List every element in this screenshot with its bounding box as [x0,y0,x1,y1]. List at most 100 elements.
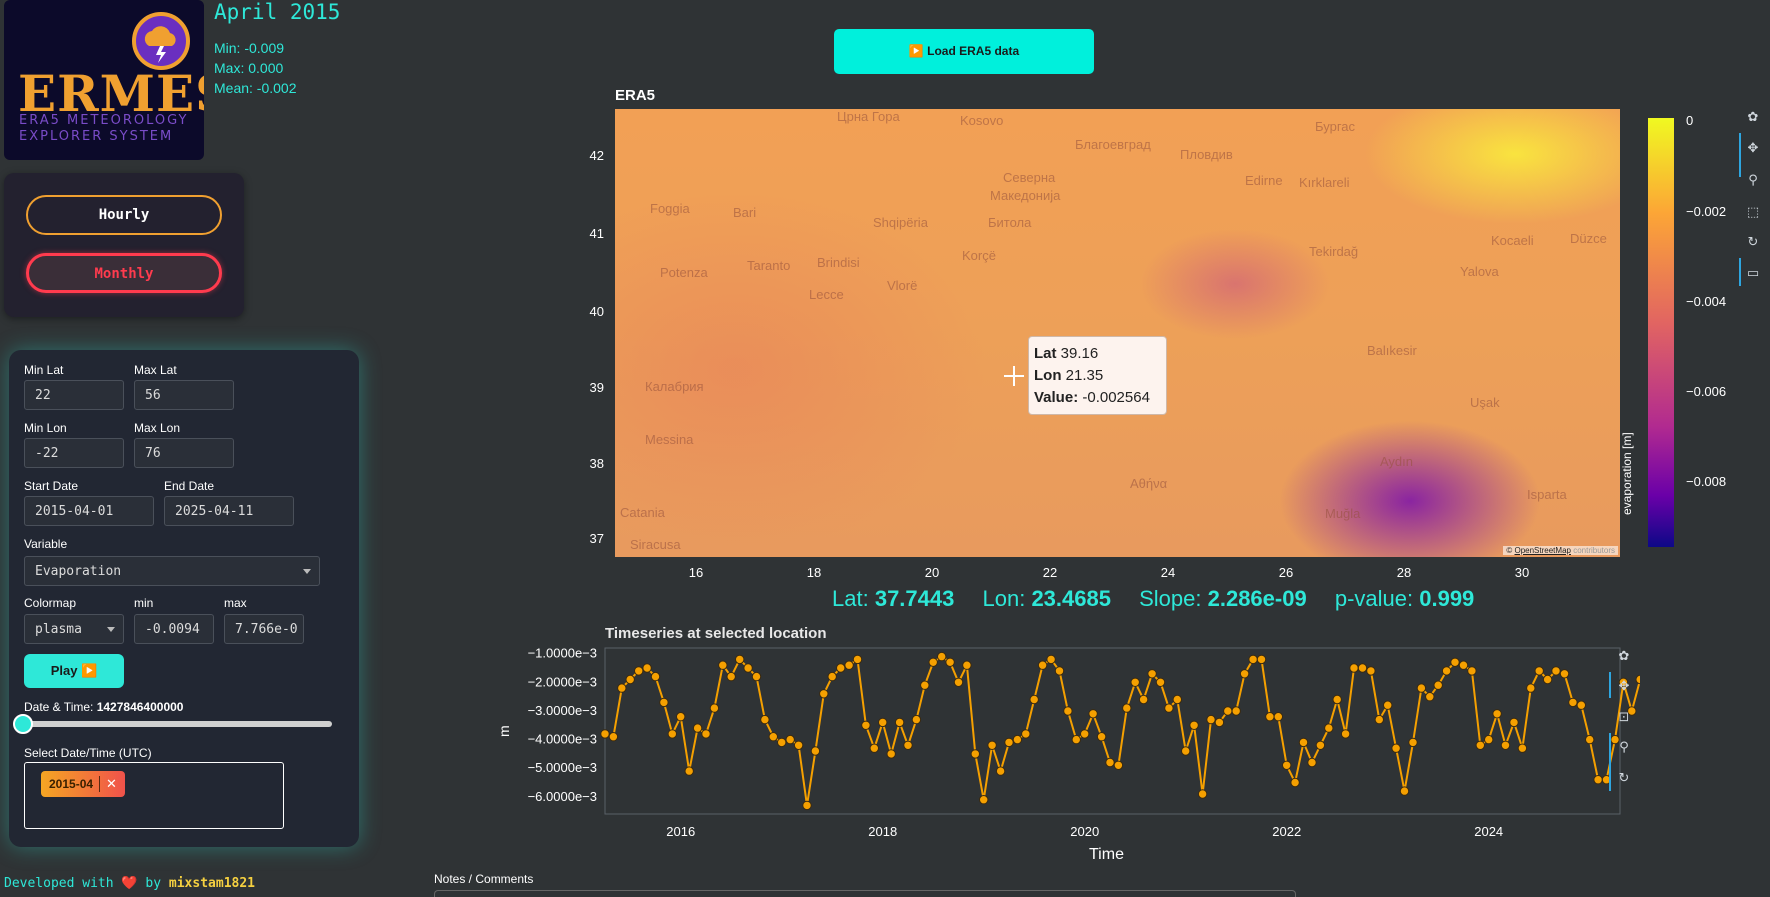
close-icon[interactable]: ✕ [106,776,117,791]
data-point[interactable] [650,671,661,682]
date-slider-handle[interactable] [13,714,33,734]
data-point[interactable] [743,663,753,673]
data-point[interactable] [692,723,703,733]
data-point[interactable] [1349,663,1359,673]
data-point[interactable] [1273,712,1283,722]
data-point[interactable] [777,737,787,748]
data-point[interactable] [1239,669,1250,679]
pan-icon[interactable]: ✥ [1618,678,1630,693]
data-point[interactable] [802,800,812,811]
data-point[interactable] [1441,666,1452,676]
data-point[interactable] [1627,706,1637,716]
data-point[interactable] [995,766,1006,776]
data-point[interactable] [1105,757,1115,768]
reset-icon[interactable]: ↻ [1747,234,1759,249]
data-point[interactable] [1290,777,1300,788]
datetime-multiselect[interactable]: 2015-04 ✕ [24,762,284,829]
data-point[interactable] [1164,703,1174,713]
wheel-zoom-icon[interactable]: ⚲ [1748,172,1758,187]
data-point[interactable] [1366,666,1376,676]
data-point[interactable] [726,671,736,682]
hourly-button[interactable]: Hourly [26,195,222,235]
data-point[interactable] [1172,694,1182,705]
start-date-input[interactable]: 2015-04-01 [24,496,154,526]
data-point[interactable] [1282,760,1292,771]
data-point[interactable] [642,663,652,673]
data-point[interactable] [1340,729,1351,739]
data-point[interactable] [1500,740,1511,751]
data-point[interactable] [1324,723,1334,733]
max-lat-input[interactable]: 56 [134,380,234,410]
data-point[interactable] [1492,709,1502,719]
data-point[interactable] [1265,712,1275,722]
data-point[interactable] [836,663,846,673]
data-point[interactable] [852,654,863,665]
data-point[interactable] [1298,737,1309,748]
data-point[interactable] [1231,706,1241,716]
data-point[interactable] [894,717,905,728]
data-point[interactable] [878,717,888,728]
data-point[interactable] [617,683,627,693]
data-point[interactable] [1147,669,1157,679]
data-point[interactable] [1004,737,1014,748]
data-point[interactable] [625,674,635,685]
data-point[interactable] [1542,674,1553,685]
data-point[interactable] [1484,734,1494,745]
data-point[interactable] [1450,657,1460,667]
data-point[interactable] [911,714,922,725]
data-point[interactable] [920,680,930,690]
data-point[interactable] [1130,677,1140,687]
data-point[interactable] [667,729,678,739]
data-point[interactable] [1206,714,1216,725]
data-point[interactable] [844,660,854,670]
data-point[interactable] [979,795,989,805]
data-point[interactable] [1063,706,1073,716]
colormap-select[interactable]: plasma [24,614,124,644]
data-point[interactable] [1256,654,1267,665]
data-point[interactable] [1021,729,1031,739]
data-point[interactable] [1248,654,1258,665]
data-point[interactable] [1635,674,1640,685]
data-point[interactable] [1399,786,1410,796]
data-point[interactable] [1214,717,1225,728]
data-point[interactable] [1374,714,1384,725]
data-point[interactable] [869,743,879,753]
data-point[interactable] [1138,694,1149,705]
reset-icon[interactable]: ↻ [1618,770,1630,785]
data-point[interactable] [810,746,821,756]
data-point[interactable] [1189,720,1199,731]
load-era5-button[interactable]: ▶️ Load ERA5 data [834,29,1094,74]
data-point[interactable] [1332,694,1342,705]
data-point[interactable] [1458,660,1469,670]
data-point[interactable] [684,766,694,776]
data-point[interactable] [1425,692,1435,702]
data-point[interactable] [1096,732,1107,742]
hover-tool-icon[interactable]: ▭ [1746,265,1760,280]
era5-map[interactable]: Црна Гора Kosovo Благоевград Пловдив Бур… [615,109,1620,557]
box-zoom-icon[interactable]: ⊡ [1618,709,1630,724]
data-point[interactable] [861,720,871,731]
color-min-input[interactable]: -0.0094 [134,614,214,644]
wheel-zoom-icon[interactable]: ⚲ [1619,739,1629,754]
date-slider-track[interactable] [24,721,332,727]
timeseries-chart[interactable]: −1.0000e−3 −2.0000e−3 −3.0000e−3 −4.0000e−3… [440,640,1640,840]
data-point[interactable] [928,657,938,667]
data-point[interactable] [768,732,778,742]
data-point[interactable] [937,651,947,662]
variable-select[interactable]: Evaporation [24,556,320,586]
data-point[interactable] [735,654,745,665]
data-point[interactable] [970,749,980,759]
data-point[interactable] [1155,677,1166,687]
color-max-input[interactable]: 7.766e-0 [224,614,304,644]
data-point[interactable] [1408,737,1418,748]
min-lon-input[interactable]: -22 [24,438,124,468]
data-point[interactable] [760,714,770,725]
data-point[interactable] [1568,697,1578,708]
data-point[interactable] [1071,734,1081,745]
data-point[interactable] [953,677,964,687]
data-point[interactable] [676,712,686,722]
data-point[interactable] [886,749,896,759]
play-button[interactable]: Play ▶️ [24,654,124,688]
pan-icon[interactable]: ✥ [1747,140,1759,155]
min-lat-input[interactable]: 22 [24,380,124,410]
